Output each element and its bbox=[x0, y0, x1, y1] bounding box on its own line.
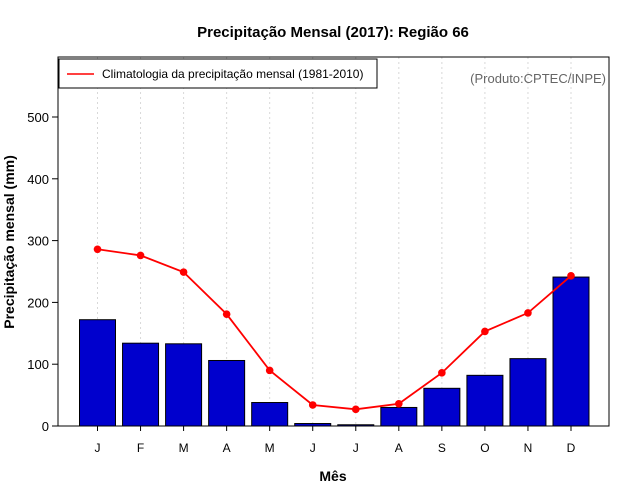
bar-12 bbox=[552, 276, 590, 427]
x-tick-label: N bbox=[524, 441, 533, 455]
climatology-point-11 bbox=[524, 309, 532, 317]
climatology-point-2 bbox=[136, 251, 145, 260]
y-axis-label: Precipitação mensal (mm) bbox=[1, 155, 17, 329]
climatology-polyline bbox=[97, 248, 572, 411]
climatology-point-5 bbox=[265, 366, 274, 375]
legend-entry-climatology: Climatologia da precipitação mensal (198… bbox=[102, 67, 363, 81]
x-tick-label: A bbox=[395, 441, 403, 455]
legend-box bbox=[58, 58, 378, 89]
bar-5 bbox=[251, 402, 289, 427]
climatology-point-12 bbox=[567, 272, 575, 280]
y-tick-label: 300 bbox=[27, 234, 49, 249]
x-axis-label: Mês bbox=[319, 468, 346, 484]
x-tick-label: D bbox=[567, 441, 576, 455]
credit-text: (Produto:CPTEC/INPE) bbox=[470, 71, 606, 86]
y-tick-label: 400 bbox=[27, 172, 49, 187]
y-tick-label: 500 bbox=[27, 110, 49, 125]
x-tick-label: F bbox=[137, 441, 144, 455]
climatology-point-6 bbox=[308, 401, 317, 409]
bar-2 bbox=[122, 342, 160, 427]
bar-8 bbox=[380, 406, 418, 427]
climatology-point-8 bbox=[395, 399, 403, 408]
y-tick-label: 100 bbox=[27, 357, 49, 372]
climatology-point-3 bbox=[179, 268, 188, 276]
climatology-point-10 bbox=[481, 327, 489, 336]
bar-9 bbox=[423, 387, 461, 427]
bar-1 bbox=[79, 319, 116, 427]
x-tick-label: O bbox=[480, 441, 489, 455]
x-tick-label: M bbox=[265, 441, 275, 455]
climatology-line bbox=[93, 245, 575, 414]
y-tick-label: 200 bbox=[27, 295, 49, 310]
chart-title: Precipitação Mensal (2017): Região 66 bbox=[197, 24, 469, 41]
x-tick-label: S bbox=[438, 441, 446, 455]
bar-11 bbox=[509, 358, 547, 427]
bar-3 bbox=[165, 343, 203, 427]
x-tick-label: A bbox=[223, 441, 231, 455]
climatology-point-4 bbox=[222, 310, 231, 318]
climatology-point-7 bbox=[351, 405, 360, 414]
y-axis: 0 100 200 300 400 500 bbox=[27, 110, 58, 434]
bars bbox=[79, 276, 590, 427]
climatology-point-1 bbox=[93, 245, 102, 254]
x-tick-label: J bbox=[95, 441, 101, 455]
legend: Climatologia da precipitação mensal (198… bbox=[58, 58, 378, 89]
x-tick-label: J bbox=[310, 441, 316, 455]
y-tick-label: 0 bbox=[42, 419, 49, 434]
x-tick-label: M bbox=[179, 441, 189, 455]
bar-4 bbox=[208, 359, 246, 427]
climatology-point-9 bbox=[438, 369, 446, 377]
grid bbox=[97, 57, 572, 426]
bar-10 bbox=[466, 374, 504, 427]
x-tick-label: J bbox=[353, 441, 359, 455]
plot-frame bbox=[57, 56, 610, 427]
